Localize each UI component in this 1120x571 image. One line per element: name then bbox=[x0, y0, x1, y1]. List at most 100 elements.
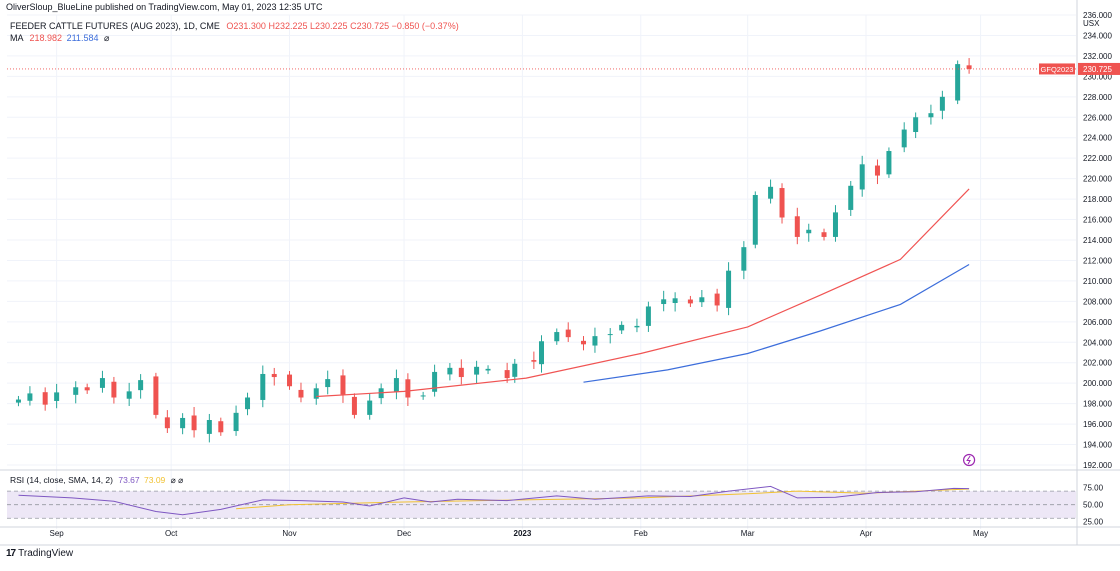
visibility-eye-icon[interactable]: ⌀ bbox=[103, 33, 110, 43]
ma-fast-line bbox=[316, 188, 970, 398]
candle-body bbox=[351, 396, 357, 415]
candle-body bbox=[54, 392, 60, 401]
rsi-ma-line bbox=[236, 488, 970, 510]
candle-body bbox=[580, 340, 586, 345]
y-tick-label: 206.000 bbox=[1083, 318, 1112, 327]
candles-layer bbox=[15, 58, 972, 443]
candle-body bbox=[592, 336, 598, 346]
candle-body bbox=[687, 299, 693, 304]
last-price-label: 230.725 bbox=[1083, 65, 1112, 74]
ma-slow-value: 211.584 bbox=[66, 33, 99, 43]
ohlc-low: L230.225 bbox=[310, 21, 348, 31]
ma-fast-value: 218.982 bbox=[29, 33, 63, 43]
candle-body bbox=[966, 65, 972, 69]
candle-body bbox=[325, 379, 331, 388]
candle-body bbox=[153, 376, 159, 415]
candle-body bbox=[164, 417, 170, 429]
candle-body bbox=[794, 216, 800, 237]
x-tick-label: Feb bbox=[634, 529, 648, 538]
candle-body bbox=[874, 165, 880, 176]
candle-body bbox=[245, 397, 251, 410]
candle-body bbox=[474, 366, 480, 375]
candle-body bbox=[84, 387, 90, 391]
tradingview-logo[interactable]: 17 TradingView bbox=[6, 548, 73, 559]
candle-body bbox=[271, 373, 277, 378]
candle-body bbox=[699, 297, 705, 303]
y-tick-label: 200.000 bbox=[1083, 379, 1112, 388]
ohlc-high: H232.225 bbox=[268, 21, 308, 31]
symbol-tag bbox=[1039, 63, 1075, 75]
y-tick-label: 224.000 bbox=[1083, 134, 1112, 143]
publisher-line: OliverSloup_BlueLine published on Tradin… bbox=[6, 2, 323, 12]
candle-body bbox=[565, 329, 571, 338]
candle-body bbox=[512, 363, 518, 377]
candle-body bbox=[531, 360, 537, 362]
candle-body bbox=[447, 367, 453, 375]
x-tick-label: Apr bbox=[860, 529, 873, 538]
x-tick-label: Nov bbox=[282, 529, 296, 538]
moving-averages bbox=[7, 68, 1076, 398]
candle-body bbox=[111, 381, 117, 398]
y-tick-label: 198.000 bbox=[1083, 400, 1112, 409]
grid-layer bbox=[7, 14, 1076, 529]
candle-body bbox=[298, 389, 304, 398]
event-marker-icon bbox=[962, 453, 976, 467]
last-price-tag bbox=[1078, 62, 1120, 75]
candle-body bbox=[287, 374, 293, 387]
rsi-label: RSI (14, close, SMA, 14, 2) bbox=[10, 475, 113, 485]
rsi-pane bbox=[7, 485, 1076, 519]
candle-body bbox=[393, 378, 399, 392]
rsi-signal-value: 73.09 bbox=[144, 475, 166, 485]
y-tick-label: 236.000 bbox=[1083, 11, 1112, 20]
rsi-legend[interactable]: RSI (14, close, SMA, 14, 2) 73.67 73.09 … bbox=[10, 475, 183, 486]
y-tick-label: 230.000 bbox=[1083, 72, 1112, 81]
symbol-tag-label: GFQ2023 bbox=[1041, 65, 1074, 74]
candle-body bbox=[458, 367, 464, 378]
rsi-eye-icon[interactable]: ⌀ ⌀ bbox=[170, 475, 184, 485]
candle-body bbox=[27, 393, 33, 401]
y-tick-label: 232.000 bbox=[1083, 52, 1112, 61]
rsi-line bbox=[18, 485, 970, 516]
candle-body bbox=[832, 212, 838, 237]
candle-body bbox=[779, 188, 785, 218]
x-tick-label: Mar bbox=[741, 529, 755, 538]
symbol-title: FEEDER CATTLE FUTURES (AUG 2023), 1D, CM… bbox=[10, 21, 220, 31]
candle-body bbox=[768, 186, 774, 199]
candle-body bbox=[539, 341, 544, 365]
candle-body bbox=[432, 371, 438, 392]
candle-body bbox=[619, 324, 625, 331]
candle-body bbox=[218, 421, 224, 433]
candle-body bbox=[42, 392, 48, 405]
y-tick-label: 202.000 bbox=[1083, 359, 1112, 368]
candle-body bbox=[260, 373, 266, 400]
candle-body bbox=[806, 229, 812, 234]
x-tick-label: 2023 bbox=[514, 529, 532, 538]
candle-body bbox=[138, 380, 144, 391]
candle-body bbox=[913, 117, 919, 132]
x-tick-label: Sep bbox=[50, 529, 65, 538]
ohlc-open: O231.300 bbox=[226, 21, 266, 31]
x-tick-label: May bbox=[973, 529, 988, 538]
x-tick-label: Oct bbox=[165, 529, 178, 538]
y-tick-label: 194.000 bbox=[1083, 441, 1112, 450]
axes: 236.000 234.000 232.000 230.000 228.000 226.0… bbox=[0, 0, 1120, 546]
candle-body bbox=[420, 395, 426, 397]
candle-body bbox=[313, 388, 319, 399]
symbol-legend: FEEDER CATTLE FUTURES (AUG 2023), 1D, CM… bbox=[10, 21, 459, 31]
ohlc-close: C230.725 bbox=[350, 21, 390, 31]
ma-legend[interactable]: MA 218.982 211.584 ⌀ bbox=[10, 33, 109, 44]
y-tick-label: 234.000 bbox=[1083, 31, 1112, 40]
event-bolt-icon bbox=[966, 455, 971, 465]
tradingview-mark-icon: 17 bbox=[6, 548, 16, 559]
rsi-tick-label: 75.00 bbox=[1083, 484, 1104, 493]
candle-body bbox=[367, 400, 373, 415]
candle-body bbox=[859, 164, 865, 190]
candle-body bbox=[821, 232, 827, 237]
candle-body bbox=[99, 378, 105, 388]
candle-body bbox=[504, 370, 510, 379]
candle-body bbox=[939, 96, 945, 111]
y-tick-label: 214.000 bbox=[1083, 236, 1112, 245]
candle-body bbox=[15, 399, 21, 403]
